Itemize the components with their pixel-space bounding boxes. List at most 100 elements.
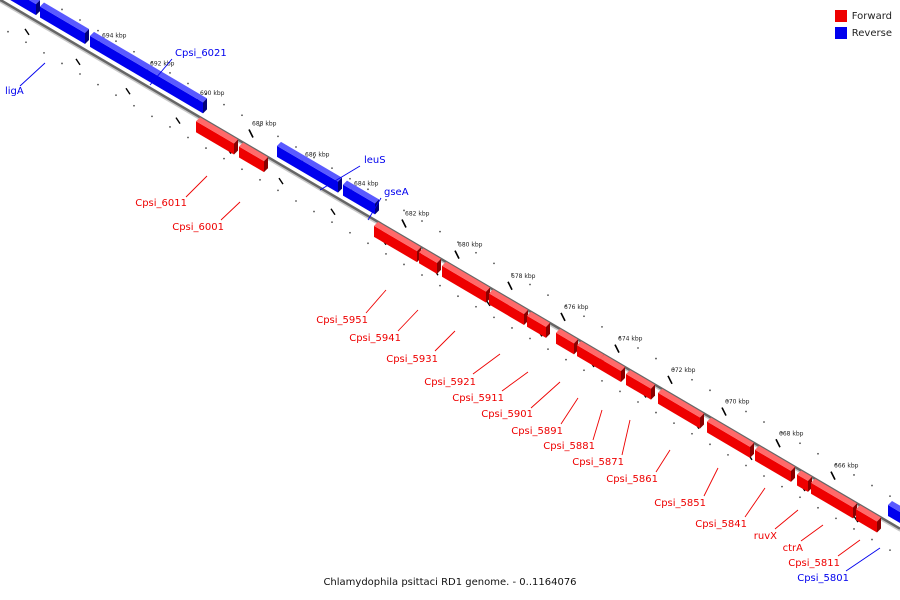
- dot: [601, 325, 603, 328]
- label-leader: [185, 175, 208, 198]
- dot: [241, 114, 243, 117]
- label-leader-lines: [19, 58, 881, 572]
- gene-box-end: [203, 98, 207, 114]
- dot: [187, 136, 189, 139]
- dot: [385, 198, 387, 201]
- dot: [529, 283, 531, 286]
- label-leader: [530, 381, 561, 409]
- reverse-gene-box: [888, 504, 900, 524]
- scale-tick: [614, 344, 620, 354]
- dot: [115, 94, 117, 97]
- dot: [187, 82, 189, 85]
- forward-gene-box: [196, 121, 234, 155]
- dot: [439, 230, 441, 233]
- label-leader: [774, 509, 799, 530]
- dot: [493, 316, 495, 319]
- label-leader: [845, 547, 881, 572]
- gene-features: [10, 0, 900, 533]
- gene-label: Cpsi_5811: [788, 558, 840, 569]
- scale-ticks: 694 kbp 692 kbp 690 kbp 688 kbp 686 kbp 684 k…: [24, 28, 859, 523]
- gene-box-top: [239, 142, 268, 162]
- gene-box-end: [546, 322, 550, 338]
- dot: [7, 30, 9, 33]
- dot: [763, 421, 765, 423]
- gene-box-top: [811, 478, 857, 508]
- gene-label: Cpsi_5901: [481, 409, 533, 420]
- gene-label: Cpsi_5801: [797, 573, 849, 584]
- gene-box-top: [626, 369, 655, 389]
- gene-box-top: [374, 221, 421, 252]
- label-leader: [397, 309, 419, 332]
- gene-label: Cpsi_6011: [135, 198, 187, 209]
- dot: [205, 147, 207, 149]
- dot: [313, 210, 315, 213]
- label-leader: [837, 539, 861, 557]
- dot: [277, 135, 279, 138]
- gene-box-end: [85, 28, 89, 44]
- dot: [223, 157, 225, 160]
- dot: [43, 51, 45, 54]
- dot: [709, 443, 711, 446]
- forward-gene-box: [811, 482, 853, 519]
- dot: [889, 495, 891, 498]
- label-leader: [365, 289, 387, 314]
- minor-tick: [278, 177, 284, 185]
- label-leader: [703, 467, 719, 497]
- gene-box-top: [40, 2, 89, 33]
- dot: [349, 177, 351, 180]
- scale-tick: [775, 438, 781, 448]
- legend-item-reverse: Reverse: [834, 25, 892, 41]
- dot: [313, 156, 315, 159]
- dot: [295, 200, 297, 202]
- gene-label: Cpsi_6001: [172, 222, 224, 233]
- gene-label: ruvX: [754, 531, 777, 542]
- dot: [349, 231, 351, 234]
- label-leader: [800, 524, 824, 542]
- gene-box-top: [442, 261, 490, 292]
- dot: [403, 209, 405, 212]
- dot: [223, 103, 225, 106]
- label-leader: [501, 371, 529, 392]
- gene-label: Cpsi_5881: [543, 441, 595, 452]
- dot: [79, 19, 81, 21]
- gene-box-end: [36, 0, 40, 16]
- label-leader: [19, 62, 46, 87]
- forward-gene-box: [556, 332, 574, 355]
- dot: [439, 284, 441, 287]
- dot: [583, 315, 585, 318]
- dot: [835, 517, 837, 520]
- gene-label: Cpsi_5911: [452, 393, 504, 404]
- gene-box-end: [791, 466, 795, 482]
- gene-label: Cpsi_5861: [606, 474, 658, 485]
- label-leader: [220, 201, 241, 221]
- dot: [151, 61, 153, 64]
- reverse-gene-box: [40, 6, 85, 44]
- scale-tick-label: 672 kbp: [671, 367, 696, 374]
- dot: [169, 72, 171, 74]
- reverse-gene-box: [10, 0, 36, 16]
- legend-label-reverse: Reverse: [851, 27, 892, 39]
- scale-tick-label: 668 kbp: [779, 430, 804, 437]
- dot: [619, 390, 621, 393]
- dot: [151, 115, 153, 118]
- gene-label: ligA: [5, 86, 24, 97]
- gene-box-end: [437, 258, 441, 274]
- gene-label: Cpsi_5851: [654, 498, 706, 509]
- minor-tick: [24, 28, 30, 36]
- forward-gene-box: [374, 225, 417, 263]
- forward-gene-box: [797, 474, 808, 492]
- gene-box-top: [600, 354, 625, 372]
- forward-gene-box: [658, 392, 700, 429]
- label-leader: [560, 397, 579, 425]
- gene-labels: ligA Cpsi_6021 leuS gseA Cpsi_6011 Cpsi_6001 C…: [5, 48, 849, 584]
- reverse-swatch: [834, 27, 847, 39]
- gene-label: Cpsi_5871: [572, 457, 624, 468]
- gene-box-top: [577, 341, 604, 359]
- gene-box-top: [277, 141, 342, 182]
- dot: [61, 62, 63, 65]
- forward-swatch: [834, 10, 847, 22]
- scale-tick: [507, 281, 513, 291]
- scale-tick-label: 690 kbp: [200, 90, 225, 97]
- forward-gene-box: [419, 252, 437, 274]
- dot: [205, 93, 207, 95]
